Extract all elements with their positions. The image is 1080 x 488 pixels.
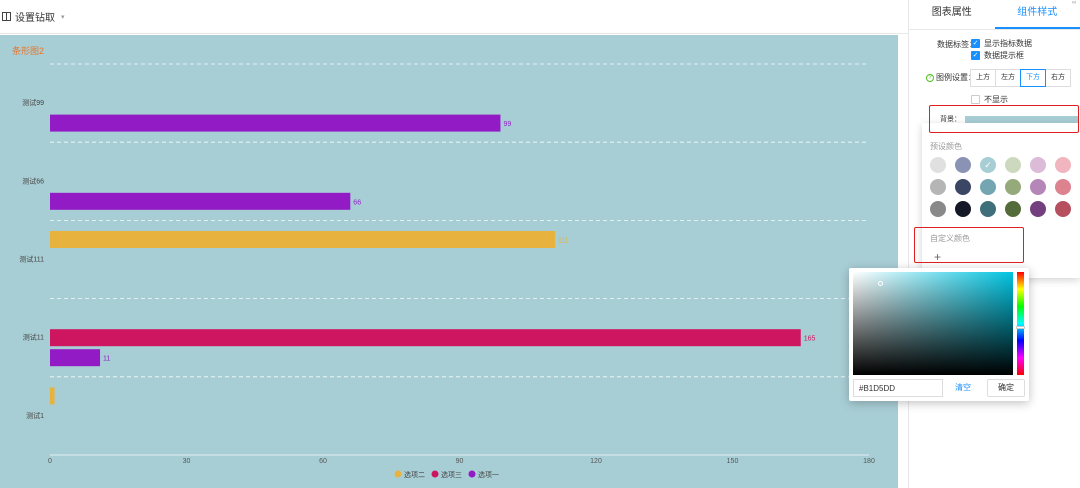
preset-color-swatch[interactable] <box>1055 201 1071 217</box>
drill-settings-title[interactable]: 设置钻取 <box>15 13 55 24</box>
preset-color-swatch[interactable] <box>955 157 971 173</box>
preset-color-swatch[interactable] <box>1030 157 1046 173</box>
checkbox-checked-icon[interactable]: ✓ <box>971 39 980 48</box>
bar <box>50 387 55 405</box>
chevron-down-icon[interactable]: ▾ <box>61 13 65 21</box>
x-tick-label: 180 <box>863 458 875 465</box>
x-tick-label: 150 <box>727 458 739 465</box>
hide-legend-label: 不显示 <box>984 95 1008 104</box>
preset-color-swatch[interactable] <box>1005 157 1021 173</box>
panel-tabs: 图表属性 组件样式 <box>909 0 1080 30</box>
data-label: 11 <box>103 356 110 363</box>
y-tick-label: 测试66 <box>22 176 44 185</box>
preset-color-swatch[interactable] <box>1055 157 1071 173</box>
hue-slider[interactable] <box>1017 272 1024 375</box>
x-tick-label: 30 <box>183 458 191 465</box>
bar <box>50 349 101 367</box>
highlight-box <box>929 105 1079 133</box>
legend-label: 选项三 <box>441 470 462 479</box>
option-show-metric[interactable]: ✓ 显示指标数据 <box>971 38 1032 49</box>
data-label: 165 <box>804 336 816 343</box>
bar <box>50 329 801 347</box>
background-label: 背景： <box>940 116 961 123</box>
legend-position-left[interactable]: 左方 <box>995 69 1021 87</box>
legend-position-bottom[interactable]: 下方 <box>1020 69 1046 87</box>
preset-color-swatch[interactable] <box>930 179 946 195</box>
legend-label: 选项一 <box>478 470 499 479</box>
panel-divider <box>908 0 909 488</box>
legend-label: 选项二 <box>404 470 425 479</box>
clear-button[interactable]: 清空 <box>955 383 971 392</box>
color-picker: 清空 确定 <box>849 268 1029 401</box>
help-icon[interactable]: ? <box>926 73 934 82</box>
preset-color-swatch[interactable] <box>1055 179 1071 195</box>
x-tick-label: 0 <box>48 458 52 465</box>
hex-color-input[interactable] <box>853 379 943 397</box>
legend-position-group: 上方 左方 下方 右方 <box>970 69 1071 87</box>
add-custom-color-button[interactable]: + <box>934 250 942 264</box>
highlight-box <box>914 227 1024 263</box>
chart-canvas: 0 30 60 90 120 150 180 测试1 测试11 165 11 测试111 111 测试66… <box>0 35 898 488</box>
drill-settings-bar[interactable]: 设置钻取 ▾ <box>0 0 908 34</box>
custom-color-label: 自定义颜色 <box>930 234 970 243</box>
data-label: 66 <box>353 199 361 206</box>
data-label-label: 数据标签： <box>937 40 977 49</box>
confirm-button[interactable]: 确定 <box>987 379 1025 397</box>
color-popover: 预设颜色 ✓ 自定义颜色 + <box>922 123 1080 278</box>
legend-setting-label-row: ? 图例设置： <box>926 72 976 83</box>
y-tick-label: 测试1 <box>26 411 44 420</box>
preset-color-swatch[interactable] <box>955 179 971 195</box>
legend-setting-label: 图例设置： <box>936 73 976 82</box>
option-tooltip[interactable]: ✓ 数据提示框 <box>971 50 1024 61</box>
tooltip-label: 数据提示框 <box>984 51 1024 60</box>
y-tick-label: 测试99 <box>22 98 44 107</box>
option-hide-legend[interactable]: 不显示 <box>971 94 1008 105</box>
data-label: 99 <box>503 121 511 128</box>
y-tick-label: 测试111 <box>19 255 44 264</box>
bar-chart: 0 30 60 90 120 150 180 测试1 测试11 165 11 测试111 111 测试66… <box>19 63 875 479</box>
tab-component-style[interactable]: 组件样式 <box>994 0 1080 29</box>
preset-color-swatch[interactable] <box>955 201 971 217</box>
corner-icon: ∞ <box>1072 0 1077 6</box>
preset-color-swatch[interactable] <box>930 201 946 217</box>
drill-icon <box>2 12 11 21</box>
hue-slider-handle[interactable] <box>1016 326 1025 329</box>
x-tick-label: 120 <box>590 458 602 465</box>
legend-marker <box>394 470 402 478</box>
legend-marker <box>468 470 476 478</box>
checkbox-unchecked-icon[interactable] <box>971 95 980 104</box>
chart-title: 条形图2 <box>12 46 45 56</box>
preset-colors-label: 预设颜色 <box>930 142 962 151</box>
background-color-swatch[interactable] <box>965 116 1078 126</box>
x-tick-label: 60 <box>319 458 327 465</box>
y-tick-label: 测试11 <box>23 333 44 342</box>
bar <box>50 114 501 132</box>
checkbox-checked-icon[interactable]: ✓ <box>971 51 980 60</box>
preset-color-swatch[interactable] <box>1005 201 1021 217</box>
preset-color-swatch[interactable] <box>980 201 996 217</box>
bar <box>50 231 556 248</box>
legend-position-right[interactable]: 右方 <box>1045 69 1071 87</box>
preset-color-swatch[interactable] <box>980 179 996 195</box>
preset-color-swatch[interactable]: ✓ <box>980 157 996 173</box>
legend-marker <box>431 470 439 478</box>
color-cursor[interactable] <box>878 281 883 286</box>
bar <box>50 192 351 210</box>
tab-chart-properties[interactable]: 图表属性 <box>931 7 972 18</box>
show-metric-label: 显示指标数据 <box>984 39 1032 48</box>
preset-color-swatch[interactable] <box>930 157 946 173</box>
saturation-value-area[interactable] <box>853 272 1013 375</box>
preset-color-swatch[interactable] <box>1030 201 1046 217</box>
preset-color-swatch[interactable] <box>1030 179 1046 195</box>
x-tick-label: 90 <box>456 458 464 465</box>
preset-color-swatch[interactable] <box>1005 179 1021 195</box>
legend-position-top[interactable]: 上方 <box>970 69 996 87</box>
data-label: 111 <box>558 238 569 245</box>
